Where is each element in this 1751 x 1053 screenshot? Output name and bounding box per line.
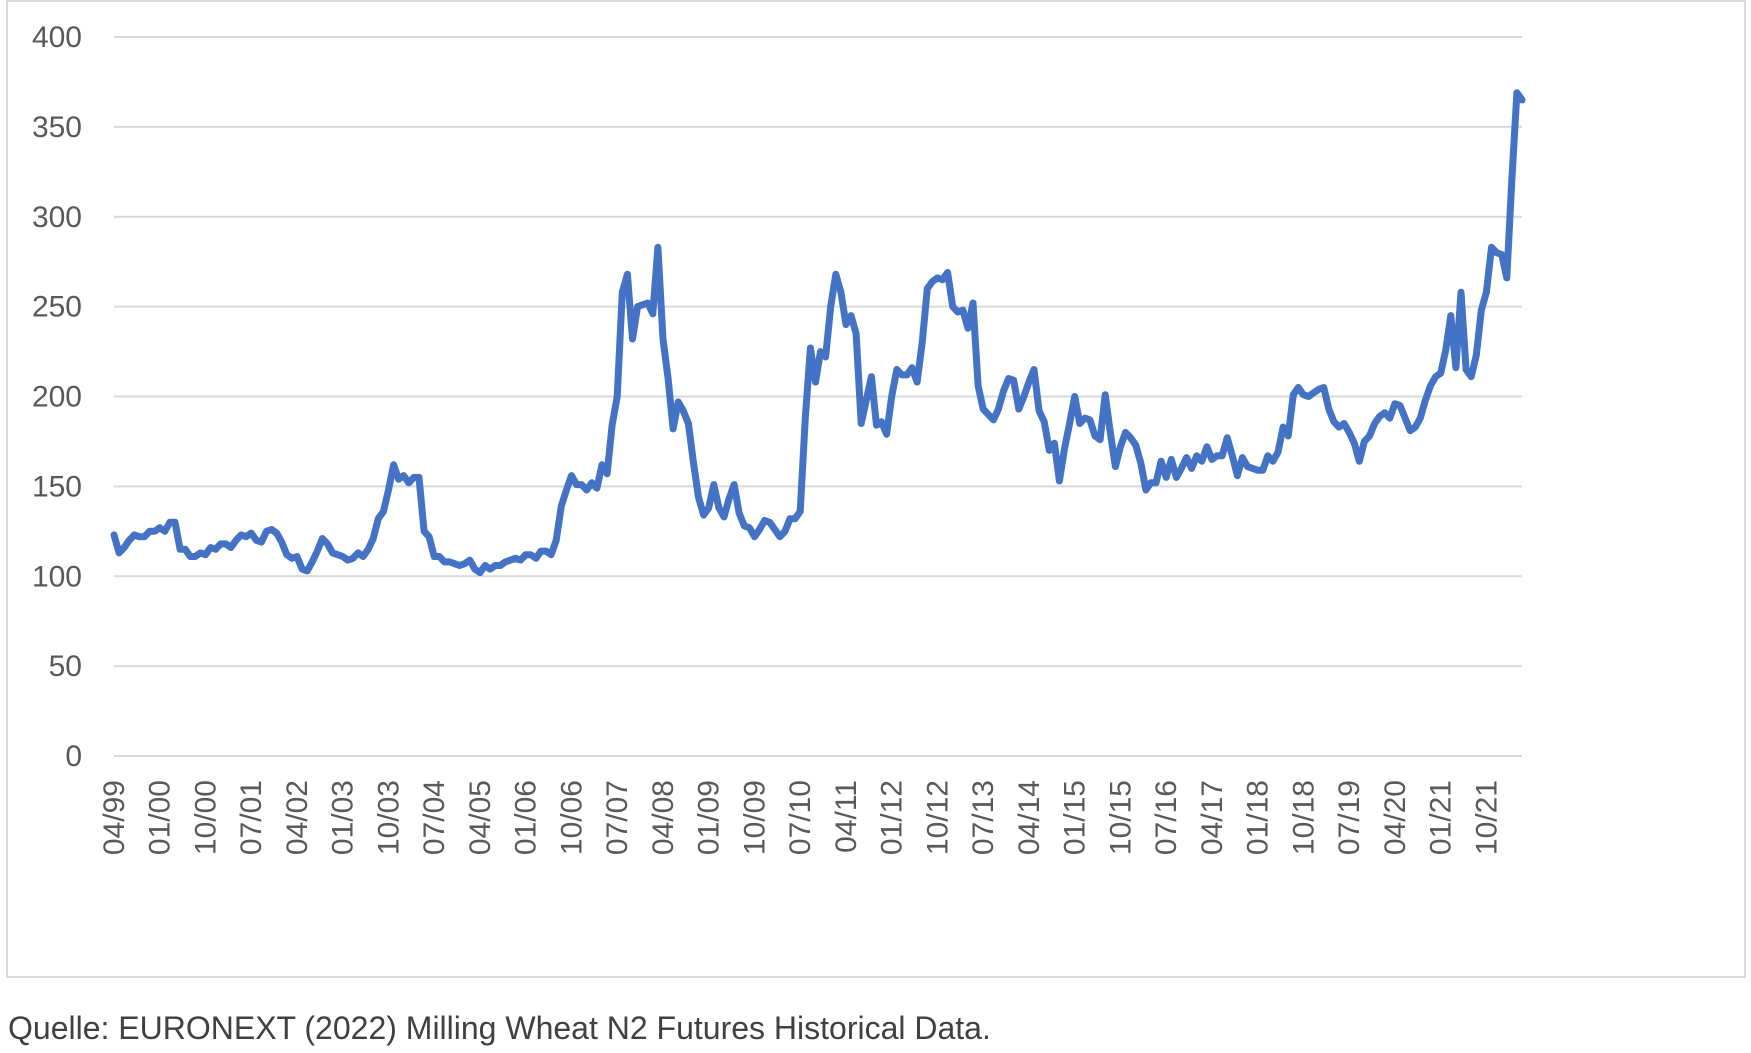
chart-frame: 0 50 100 150 200 250 300 350 400 04/99 01/00 10/00… — [6, 0, 1746, 978]
y-axis-ticks: 0 50 100 150 200 250 300 350 400 — [32, 21, 82, 773]
y-tick-label: 300 — [32, 201, 82, 234]
x-tick-label: 10/03 — [372, 780, 405, 855]
x-tick-label: 10/06 — [555, 780, 588, 855]
x-tick-label: 07/10 — [784, 780, 817, 855]
x-tick-label: 10/09 — [738, 780, 771, 855]
x-tick-label: 07/07 — [601, 780, 634, 855]
x-tick-label: 07/04 — [418, 780, 451, 855]
x-tick-label: 04/05 — [464, 780, 497, 855]
x-tick-label: 04/02 — [281, 780, 314, 855]
x-tick-label: 01/06 — [510, 780, 543, 855]
x-tick-label: 10/18 — [1287, 780, 1320, 855]
x-tick-label: 01/21 — [1425, 780, 1458, 855]
x-tick-label: 01/12 — [876, 780, 909, 855]
x-tick-label: 01/00 — [144, 780, 177, 855]
y-tick-label: 200 — [32, 381, 82, 414]
gridlines — [114, 36, 1522, 757]
x-tick-label: 07/16 — [1150, 780, 1183, 855]
source-note: Quelle: EURONEXT (2022) Milling Wheat N2… — [8, 1010, 991, 1046]
x-tick-label: 07/19 — [1333, 780, 1366, 855]
x-tick-label: 01/15 — [1059, 780, 1092, 855]
y-tick-label: 350 — [32, 111, 82, 144]
series-layer — [110, 89, 1526, 577]
x-tick-label: 07/13 — [967, 780, 1000, 855]
x-tick-label: 01/03 — [327, 780, 360, 855]
x-tick-label: 10/12 — [921, 780, 954, 855]
x-tick-label: 04/99 — [98, 780, 131, 855]
x-tick-label: 10/00 — [189, 780, 222, 855]
x-tick-label: 10/15 — [1104, 780, 1137, 855]
x-tick-label: 04/17 — [1196, 780, 1229, 855]
x-tick-label: 04/20 — [1379, 780, 1412, 855]
x-tick-label: 01/18 — [1242, 780, 1275, 855]
y-tick-label: 400 — [32, 21, 82, 54]
series-line-0 — [110, 89, 1526, 577]
x-axis-ticks: 04/99 01/00 10/00 07/01 04/02 01/03 10/03 07/04… — [98, 780, 1503, 855]
y-tick-label: 250 — [32, 291, 82, 324]
y-tick-label: 150 — [32, 470, 82, 503]
x-tick-label: 04/11 — [830, 780, 863, 853]
x-tick-label: 10/21 — [1470, 780, 1503, 855]
line-chart: 0 50 100 150 200 250 300 350 400 04/99 01/00 10/00… — [32, 21, 1526, 855]
y-tick-label: 0 — [65, 740, 82, 773]
x-tick-label: 07/01 — [235, 780, 268, 855]
y-tick-label: 100 — [32, 560, 82, 593]
y-tick-label: 50 — [49, 650, 82, 683]
x-tick-label: 04/14 — [1013, 780, 1046, 855]
x-tick-label: 04/08 — [647, 780, 680, 855]
x-tick-label: 01/09 — [693, 780, 726, 855]
